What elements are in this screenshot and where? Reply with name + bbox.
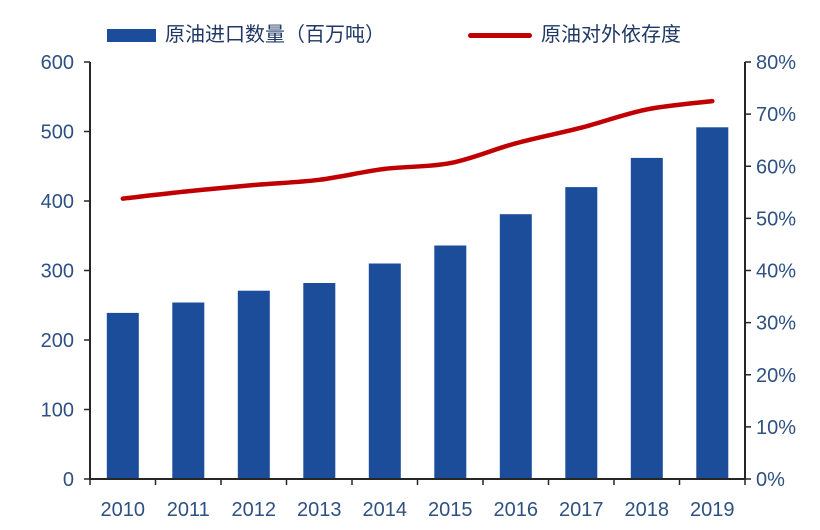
y-right-tick-label: 10% bbox=[756, 417, 796, 439]
y-right-tick-label: 60% bbox=[756, 156, 796, 178]
x-axis-tick-label: 2018 bbox=[625, 499, 670, 521]
line-group bbox=[120, 98, 715, 201]
legend-bar-swatch-icon bbox=[107, 28, 156, 42]
y-left-tick-label: 400 bbox=[41, 191, 74, 213]
legend: 原油进口数量（百万吨） 原油对外依存度 bbox=[0, 0, 820, 52]
legend-line-swatch-icon bbox=[468, 32, 532, 38]
x-axis-tick-label: 2010 bbox=[101, 499, 146, 521]
bar-2014 bbox=[368, 263, 401, 479]
x-axis-tick-label: 2012 bbox=[232, 499, 277, 521]
x-axis-tick-label: 2015 bbox=[428, 499, 473, 521]
bar-2012 bbox=[237, 290, 270, 479]
y-left-tick-label: 600 bbox=[41, 52, 74, 74]
legend-label-dependency: 原油对外依存度 bbox=[541, 24, 681, 46]
axis-labels-group: 0 100 200 300 400 500 600 0% 10% 20% 30% 40% 50% 60% 7… bbox=[41, 52, 797, 521]
y-right-tick-label: 80% bbox=[756, 52, 796, 74]
bar-2017 bbox=[565, 187, 598, 479]
y-right-tick-label: 40% bbox=[756, 261, 796, 283]
bar-2016 bbox=[499, 214, 532, 479]
bars-group bbox=[106, 127, 729, 480]
legend-item-imports: 原油进口数量（百万吨） bbox=[107, 22, 385, 48]
x-axis-tick-label: 2016 bbox=[494, 499, 539, 521]
bar-2018 bbox=[630, 157, 663, 479]
bar-2011 bbox=[172, 302, 205, 479]
legend-item-dependency: 原油对外依存度 bbox=[468, 22, 681, 48]
bar-2013 bbox=[303, 283, 336, 479]
axes-group bbox=[84, 61, 751, 485]
x-axis-tick-label: 2013 bbox=[297, 499, 342, 521]
y-left-tick-label: 200 bbox=[41, 330, 74, 352]
y-left-tick-label: 100 bbox=[41, 400, 74, 422]
x-axis-tick-label: 2011 bbox=[167, 499, 210, 521]
legend-label-imports: 原油进口数量（百万吨） bbox=[165, 24, 385, 46]
dependency-line bbox=[120, 98, 715, 201]
x-axis-tick-label: 2019 bbox=[690, 499, 735, 521]
x-axis-tick-label: 2014 bbox=[363, 499, 408, 521]
y-right-tick-label: 30% bbox=[756, 313, 796, 335]
y-right-tick-label: 0% bbox=[756, 469, 785, 491]
bar-2019 bbox=[696, 127, 729, 480]
y-left-tick-label: 0 bbox=[63, 469, 74, 491]
y-left-tick-label: 300 bbox=[41, 261, 74, 283]
y-right-tick-label: 20% bbox=[756, 365, 796, 387]
y-left-tick-label: 500 bbox=[41, 122, 74, 144]
y-right-tick-label: 50% bbox=[756, 208, 796, 230]
y-right-tick-label: 70% bbox=[756, 104, 796, 126]
bar-2015 bbox=[434, 245, 467, 479]
bar-2010 bbox=[106, 312, 139, 479]
x-axis-tick-label: 2017 bbox=[559, 499, 604, 521]
